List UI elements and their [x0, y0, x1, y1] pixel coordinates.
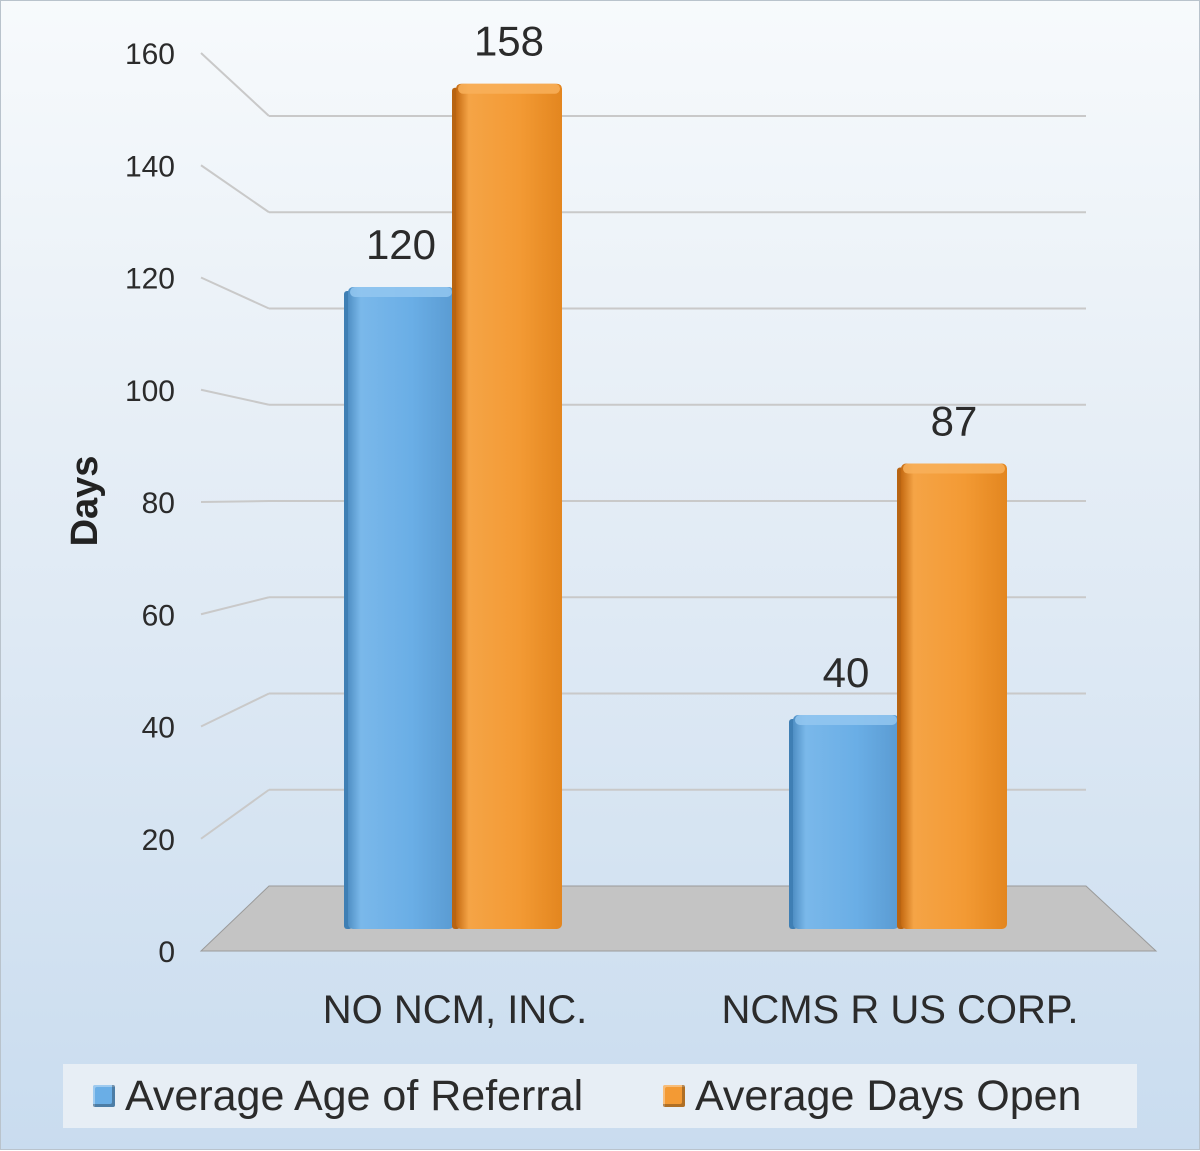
y-tick-label: 140: [125, 150, 175, 183]
x-category-label: NO NCM, INC.: [323, 988, 587, 1032]
gridline-diagonal: [200, 52, 270, 117]
legend-swatch-orange: [663, 1085, 685, 1107]
y-tick-label: 40: [142, 712, 175, 745]
data-label: 87: [931, 398, 978, 445]
bar-top-average-age-of-referral: [795, 715, 897, 725]
bar-top-average-days-open: [458, 83, 560, 94]
y-axis-label: Days: [64, 456, 106, 547]
gridline-diagonal: [200, 388, 270, 406]
bar-average-days-open: [901, 463, 1007, 929]
legend-label: Average Days Open: [695, 1071, 1082, 1120]
y-tick-label: 160: [125, 38, 175, 71]
x-category-label: NCMS R US CORP.: [721, 988, 1078, 1032]
y-tick-label: 120: [125, 263, 175, 296]
data-label: 40: [823, 649, 870, 696]
y-tick-label: 0: [158, 936, 175, 969]
data-label: 120: [366, 221, 436, 268]
gridline-diagonal: [200, 500, 270, 503]
bar-average-age-of-referral: [348, 287, 454, 929]
y-tick-label: 80: [142, 487, 175, 520]
bar-average-days-open: [456, 83, 562, 929]
bar-top-average-days-open: [903, 463, 1005, 474]
y-tick-label: 100: [125, 375, 175, 408]
data-label: 158: [474, 18, 544, 65]
legend: Average Age of Referral Average Days Ope…: [63, 1064, 1137, 1128]
legend-item-average-age-of-referral: Average Age of Referral: [93, 1064, 583, 1128]
legend-label: Average Age of Referral: [125, 1071, 584, 1120]
gridline-diagonal: [200, 788, 270, 840]
gridline-diagonal: [200, 276, 270, 310]
gridline-diagonal: [200, 692, 270, 728]
bar-average-age-of-referral: [793, 715, 899, 929]
legend-swatch-blue: [93, 1085, 115, 1107]
legend-item-average-days-open: Average Days Open: [663, 1064, 1081, 1128]
y-tick-label: 60: [142, 599, 175, 632]
gridline-diagonal: [200, 596, 270, 616]
gridline-diagonal: [200, 164, 270, 214]
bar-top-average-age-of-referral: [350, 287, 452, 297]
y-tick-label: 20: [142, 824, 175, 857]
